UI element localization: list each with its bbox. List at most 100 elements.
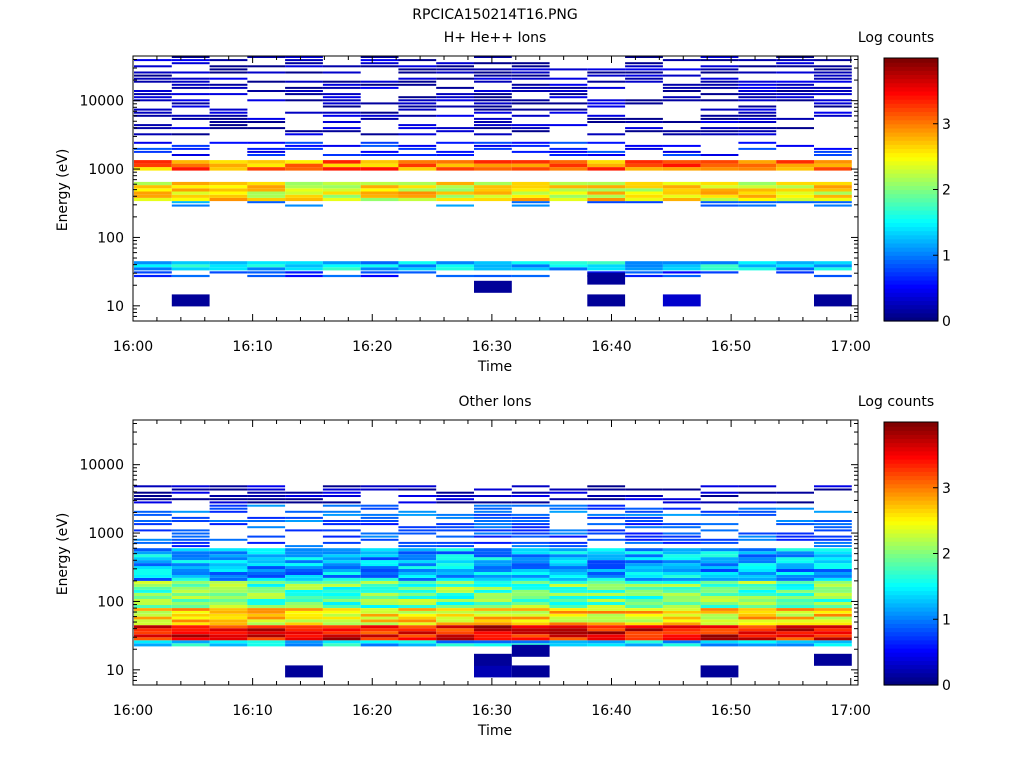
heatmap-cell xyxy=(587,637,626,641)
heatmap-cell xyxy=(209,185,248,189)
heatmap-cell xyxy=(285,596,323,599)
heatmap-cell xyxy=(322,554,361,558)
heatmap-cell xyxy=(738,133,777,136)
x-tick-label: 16:10 xyxy=(232,339,272,355)
heatmap-cell xyxy=(587,643,626,647)
heatmap-cell xyxy=(738,551,777,555)
heatmap-cell xyxy=(322,640,361,644)
heatmap-cell xyxy=(776,191,814,195)
heatmap-cell xyxy=(814,637,852,641)
heatmap-cell xyxy=(738,167,777,171)
heatmap-cell xyxy=(776,634,814,638)
heatmap-cell xyxy=(171,593,210,596)
heatmap-cell xyxy=(511,167,550,171)
colorbar-segment xyxy=(884,300,938,306)
heatmap-cell xyxy=(738,593,777,596)
heatmap-cell xyxy=(285,188,323,192)
heatmap-cell xyxy=(322,613,361,617)
heatmap-cell xyxy=(700,580,739,584)
heatmap-cell xyxy=(587,495,626,497)
heatmap-cell xyxy=(549,557,588,561)
heatmap-cell xyxy=(587,498,626,501)
heatmap-cell xyxy=(587,589,626,593)
heatmap-cell xyxy=(398,586,437,590)
heatmap-cell xyxy=(700,160,739,164)
x-tick-label: 16:50 xyxy=(711,703,751,719)
heatmap-cell xyxy=(511,74,550,77)
heatmap-cell xyxy=(587,583,626,587)
heatmap-cell xyxy=(436,141,474,144)
heatmap-cell xyxy=(171,117,210,120)
heatmap-cell xyxy=(776,566,814,569)
colorbar-segment xyxy=(884,680,938,686)
heatmap-cell xyxy=(625,516,663,519)
x-tick-label: 16:40 xyxy=(591,339,631,355)
heatmap-cell xyxy=(776,631,814,635)
heatmap-cell xyxy=(549,90,588,92)
heatmap-cell xyxy=(436,99,474,102)
heatmap-cell xyxy=(700,261,739,265)
colorbar-tick-label: 3 xyxy=(942,117,951,133)
colorbar-segment xyxy=(884,483,938,489)
heatmap-cell xyxy=(322,551,361,555)
heatmap-cell xyxy=(814,574,852,578)
heatmap-cell xyxy=(700,610,739,614)
heatmap-cell xyxy=(474,560,512,564)
heatmap-cell xyxy=(171,267,210,271)
heatmap-cell xyxy=(171,147,210,150)
colorbar-segment xyxy=(884,656,938,661)
heatmap-cell xyxy=(360,507,399,510)
heatmap-cell xyxy=(171,93,210,96)
heatmap-cell xyxy=(436,154,474,156)
heatmap-cell xyxy=(171,574,210,578)
heatmap-cell xyxy=(171,264,210,268)
colorbar-segment xyxy=(884,119,938,125)
colorbar-segment xyxy=(884,123,938,129)
heatmap-cell xyxy=(247,572,286,575)
colorbar-segment xyxy=(884,660,938,666)
heatmap-cell xyxy=(511,526,550,529)
heatmap-cell xyxy=(134,628,172,632)
heatmap-cell xyxy=(738,261,777,265)
heatmap-cell xyxy=(360,86,399,89)
heatmap-cell xyxy=(587,141,626,144)
heatmap-cell xyxy=(662,523,701,526)
heatmap-cell xyxy=(814,557,852,561)
heatmap-cell xyxy=(511,99,550,102)
heatmap-cell xyxy=(662,610,701,614)
colorbar-segment xyxy=(884,230,938,236)
y-tick-label: 10 xyxy=(106,663,124,679)
heatmap-cell xyxy=(209,83,248,86)
heatmap-cell xyxy=(625,498,663,501)
colorbar-segment xyxy=(884,672,938,678)
heatmap-cell xyxy=(474,628,512,632)
heatmap-cell xyxy=(776,586,814,590)
heatmap-cell xyxy=(322,127,361,130)
panel-1-ylabel: Energy (eV) xyxy=(55,149,71,232)
heatmap-cell xyxy=(814,204,852,207)
heatmap-cell xyxy=(171,62,210,65)
heatmap-cell xyxy=(474,610,512,614)
heatmap-cell xyxy=(549,261,588,265)
heatmap-cell xyxy=(285,566,323,569)
heatmap-cell xyxy=(776,194,814,198)
heatmap-cell xyxy=(700,80,739,83)
heatmap-cell xyxy=(474,160,512,164)
heatmap-cell xyxy=(662,631,701,635)
heatmap-cell xyxy=(285,194,323,198)
heatmap-cell xyxy=(436,610,474,614)
heatmap-cell xyxy=(625,160,663,164)
heatmap-cell xyxy=(322,622,361,626)
heatmap-cell xyxy=(322,501,361,504)
heatmap-cell xyxy=(322,488,361,491)
heatmap-cell xyxy=(776,625,814,629)
heatmap-cell xyxy=(549,191,588,195)
heatmap-cell xyxy=(587,628,626,632)
colorbar-segment xyxy=(884,90,938,96)
heatmap-cell xyxy=(171,605,210,608)
heatmap-cell xyxy=(398,485,437,488)
heatmap-cell xyxy=(247,501,286,504)
heatmap-cell xyxy=(738,130,777,133)
heatmap-cell xyxy=(776,622,814,626)
heatmap-cell xyxy=(285,163,323,168)
